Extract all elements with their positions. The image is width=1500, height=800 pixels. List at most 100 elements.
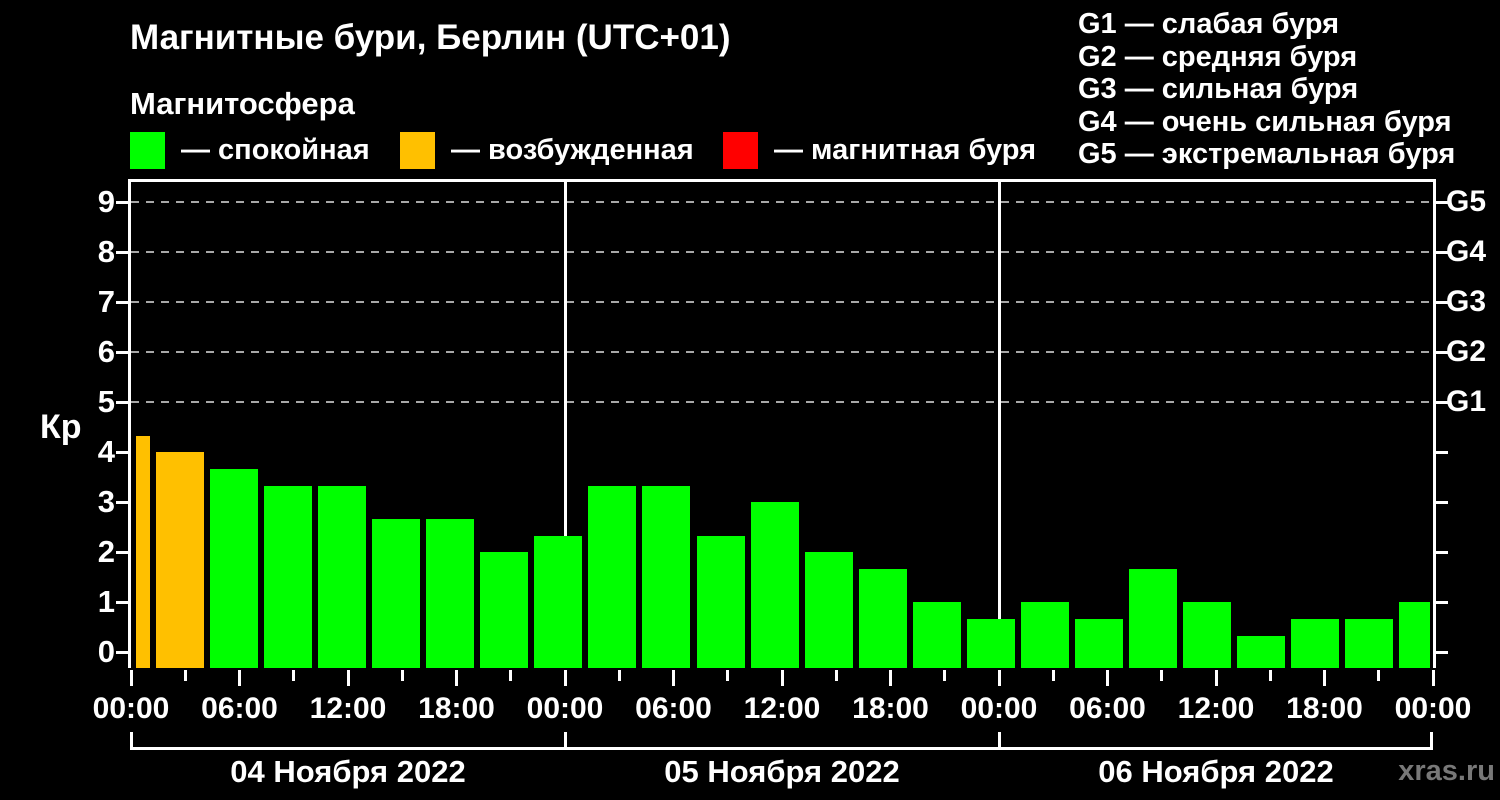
y-tick-left-9	[116, 200, 128, 204]
x-tick-72h	[1431, 670, 1435, 686]
date-bracket-tick-0	[129, 732, 133, 750]
kp-bar-9	[588, 485, 637, 668]
y-tick-label-1: 1	[97, 584, 115, 619]
gridline-kp5	[131, 401, 1433, 403]
day-divider-2	[997, 182, 1001, 668]
kp-bar-12	[750, 502, 799, 668]
x-tick-27h	[617, 670, 621, 681]
excited-color-swatch	[400, 131, 435, 169]
g-level-label-G5: G5	[1446, 185, 1487, 218]
quiet-color-swatch	[130, 131, 165, 169]
x-tick-21h	[509, 670, 513, 681]
kp-bar-2	[210, 468, 259, 668]
kp-bar-6	[426, 518, 475, 668]
kp-bar-22	[1291, 618, 1340, 668]
y-tick-label-4: 4	[97, 434, 115, 469]
kp-bar-18	[1074, 618, 1123, 668]
y-tick-label-7: 7	[97, 284, 115, 319]
x-tick-label-36h: 12:00	[743, 692, 821, 725]
kp-bar-3	[264, 485, 313, 668]
storm-scale-G4: G4 — очень сильная буря	[1078, 105, 1452, 138]
kp-bar-23	[1345, 618, 1394, 668]
y-tick-left-1	[116, 600, 128, 604]
y-tick-left-6	[116, 350, 128, 354]
x-tick-label-18h: 18:00	[418, 692, 495, 725]
y-tick-left-4	[116, 450, 128, 454]
y-tick-right-1	[1436, 600, 1448, 604]
y-tick-left-8	[116, 250, 128, 254]
y-tick-left-7	[116, 300, 128, 304]
x-tick-label-72h: 00:00	[1394, 692, 1472, 725]
storm-color-swatch	[723, 131, 758, 169]
legend-item-quiet: — спокойная	[130, 131, 370, 169]
kp-bar-11	[696, 535, 745, 668]
kp-bar-7	[480, 552, 529, 668]
gridline-kp8	[131, 251, 1433, 253]
gridline-kp7	[131, 301, 1433, 303]
kp-bar-14	[858, 568, 907, 668]
plot-area: 0 1 2 3 4 5 6 7 8 9 G1 G2 G3 G4 G5 00:00 06:00 12:00 18:00…	[93, 179, 1486, 789]
x-tick-30h	[672, 670, 675, 686]
kp-bar-21	[1237, 635, 1285, 668]
y-tick-label-9: 9	[97, 184, 115, 219]
kp-bar-0	[136, 435, 150, 668]
y-tick-right-0	[1436, 650, 1448, 654]
x-tick-48h	[997, 670, 1001, 686]
x-tick-69h	[1377, 670, 1381, 681]
x-tick-51h	[1051, 670, 1055, 681]
x-tick-label-24h: 00:00	[526, 692, 604, 725]
x-tick-66h	[1323, 670, 1326, 686]
legend-item-storm: — магнитная буря	[723, 131, 1036, 169]
kp-bar-15	[912, 602, 961, 668]
x-tick-36h	[780, 670, 784, 686]
gridline-kp9	[131, 201, 1433, 203]
legend-label-excited: — возбужденная	[451, 133, 694, 166]
y-tick-right-6	[1436, 350, 1448, 354]
storm-scale-G2: G2 — средняя буря	[1078, 40, 1358, 73]
y-tick-label-0: 0	[97, 634, 115, 669]
date-label-2: 06 Ноября 2022	[1098, 754, 1334, 789]
g-level-label-G4: G4	[1446, 235, 1487, 268]
g-level-label-G1: G1	[1446, 385, 1487, 418]
kp-bar-1	[156, 452, 204, 668]
y-tick-right-2	[1436, 550, 1448, 554]
y-tick-left-2	[116, 550, 128, 554]
storm-scale-legend: G1 — слабая буря G2 — средняя буря G3 — си…	[1078, 8, 1455, 171]
x-tick-42h	[889, 670, 892, 686]
g-level-label-G2: G2	[1446, 335, 1487, 368]
y-tick-right-9	[1436, 200, 1448, 204]
kp-bar-19	[1128, 568, 1177, 668]
watermark: xras.ru	[1398, 755, 1495, 787]
kp-bar-13	[804, 552, 853, 668]
x-tick-label-6h: 06:00	[201, 692, 278, 725]
x-tick-24h	[563, 670, 567, 686]
y-tick-left-3	[116, 500, 128, 504]
x-tick-18h	[455, 670, 458, 686]
y-tick-label-8: 8	[97, 234, 115, 269]
legend-label-storm: — магнитная буря	[774, 133, 1037, 166]
chart-title: Магнитные бури, Берлин (UTC+01)	[130, 18, 731, 57]
x-tick-54h	[1106, 670, 1109, 686]
x-tick-label-54h: 06:00	[1069, 692, 1146, 725]
kp-bar-24	[1399, 602, 1431, 668]
storm-scale-G5: G5 — экстремальная буря	[1078, 138, 1456, 170]
y-tick-right-8	[1436, 250, 1448, 254]
y-tick-right-3	[1436, 500, 1448, 504]
kp-bar-4	[318, 485, 367, 668]
y-tick-right-5	[1436, 400, 1448, 404]
y-tick-right-4	[1436, 450, 1448, 454]
x-tick-label-66h: 18:00	[1286, 692, 1363, 725]
storm-scale-G3: G3 — сильная буря	[1078, 73, 1359, 105]
x-tick-label-30h: 06:00	[635, 692, 712, 725]
x-tick-0h	[129, 670, 133, 686]
kp-bar-20	[1182, 602, 1231, 668]
x-tick-60h	[1214, 670, 1218, 686]
x-tick-39h	[834, 670, 838, 681]
kp-bar-16	[966, 618, 1015, 668]
date-bracket-tick-1	[563, 732, 567, 750]
x-tick-label-12h: 12:00	[309, 692, 387, 725]
y-tick-left-0	[116, 650, 128, 654]
legend-label-quiet: — спокойная	[181, 133, 370, 166]
gridline-kp6	[131, 351, 1433, 353]
y-tick-left-5	[116, 400, 128, 404]
